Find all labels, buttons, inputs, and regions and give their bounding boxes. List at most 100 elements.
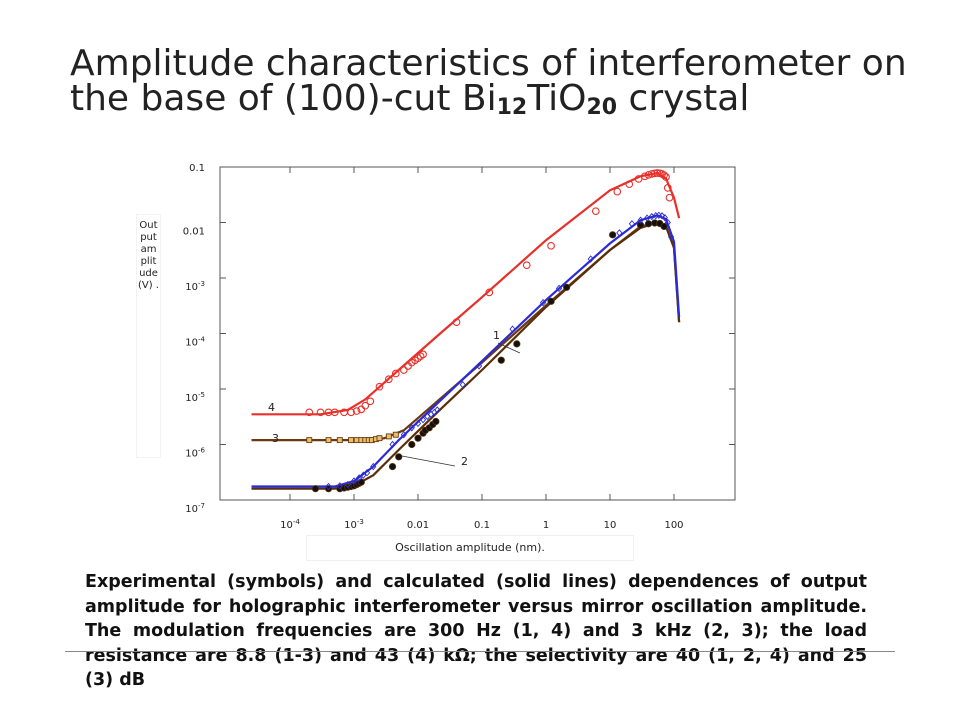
series-3-point <box>385 433 392 440</box>
series-3-point <box>336 437 343 444</box>
series-3-point <box>325 437 332 444</box>
series-4-point <box>361 401 370 410</box>
series-4-point <box>305 408 314 417</box>
series-1-point <box>355 474 363 482</box>
series-4-point <box>663 184 672 192</box>
series-2-point <box>513 340 521 348</box>
series-1-point <box>628 220 636 228</box>
series-2-point <box>497 356 505 364</box>
x-tick-label: 1 <box>543 520 549 531</box>
plot-area <box>251 169 681 493</box>
series-4-point <box>391 369 400 378</box>
series-1-line <box>251 214 681 488</box>
series-4-point <box>662 173 670 181</box>
series-3-point <box>376 435 383 442</box>
series-1-point <box>475 362 483 370</box>
series-4-point <box>384 375 393 384</box>
series-4-point <box>419 350 427 359</box>
series-4-point <box>647 170 656 178</box>
series-2-point <box>357 478 365 486</box>
x-tick-label: 0.1 <box>474 520 490 531</box>
series-4-point <box>625 180 634 189</box>
series-4-point <box>650 169 659 178</box>
series-1-point <box>509 325 516 333</box>
series-3-point <box>392 431 399 438</box>
series-4-point <box>399 366 408 374</box>
series-1-point <box>459 380 466 389</box>
series-1-point <box>344 480 351 489</box>
series-1-point <box>644 214 651 222</box>
series-4-point <box>452 318 461 327</box>
series-1-point <box>587 255 594 263</box>
series-1-point <box>363 469 371 477</box>
series-2-point <box>547 297 555 305</box>
series-2-point <box>432 417 440 426</box>
y-tick-label: 10-6 <box>185 447 205 460</box>
series-2-point <box>388 462 397 471</box>
series-1-point <box>555 284 563 293</box>
series-4-point <box>330 408 339 417</box>
series-4-point <box>522 261 531 270</box>
series-2-point <box>408 440 416 449</box>
series-1-point <box>389 440 396 449</box>
series-3-point <box>306 437 313 444</box>
series-3-line <box>251 221 681 442</box>
x-tick-label: 0.01 <box>407 520 429 531</box>
curve-label-3: 3 <box>272 432 279 445</box>
x-tick-label: 10-3 <box>344 518 364 531</box>
series-2-point <box>395 453 403 461</box>
y-axis-label-box: Out put am plit ude (V) . <box>136 214 161 458</box>
series-1-point <box>661 214 668 222</box>
series-4-point <box>352 407 361 415</box>
x-tick-label: 10 <box>604 520 617 531</box>
series-4-line <box>251 171 681 416</box>
series-4-point <box>640 172 649 181</box>
slide-divider-line <box>65 651 895 652</box>
series-1-point <box>400 431 407 439</box>
series-1-point <box>336 482 343 490</box>
series-1-point <box>370 462 377 471</box>
series-4-point <box>366 397 375 406</box>
series-2-point <box>311 485 320 493</box>
y-axis-label: Out put am plit ude (V) . <box>137 220 159 291</box>
series-1-point <box>434 406 441 414</box>
series-1-point <box>350 477 358 485</box>
title-text-3: crystal <box>617 78 750 119</box>
y-tick-label: 10-3 <box>185 280 205 293</box>
series-4-point <box>416 352 425 361</box>
series-4-point <box>665 193 674 202</box>
series-4-point <box>613 187 622 196</box>
x-axis-label-box: Oscillation amplitude (nm). <box>306 535 634 561</box>
series-2-point <box>636 221 645 229</box>
y-tick-label: 0.1 <box>189 163 205 174</box>
curve-label-2: 2 <box>461 455 468 468</box>
curve-label-1: 1 <box>493 329 500 342</box>
x-tick-label: 10-4 <box>280 518 300 531</box>
slide-title: Amplitude characteristics of interferome… <box>70 46 950 125</box>
series-4-point <box>375 382 384 391</box>
series-1-point <box>419 415 427 424</box>
series-2-point <box>644 220 653 228</box>
figure-caption: Experimental (symbols) and calculated (s… <box>85 572 867 690</box>
series-1-point <box>616 229 623 237</box>
series-4-point <box>547 241 555 250</box>
series-3-point <box>348 437 355 444</box>
series-1-point <box>667 233 675 241</box>
series-2-point <box>414 434 422 442</box>
y-tick-label: 10-4 <box>185 336 205 349</box>
title-text-2: TiO <box>527 78 587 119</box>
series-4-point <box>591 207 600 216</box>
series-4-point <box>316 408 325 417</box>
series-1-point <box>637 216 644 224</box>
x-tick-label: 100 <box>664 520 683 531</box>
title-subscript-20: 20 <box>586 95 618 120</box>
y-tick-label: 10-7 <box>185 502 205 515</box>
series-1-point <box>664 218 671 227</box>
series-1-point <box>658 212 666 220</box>
series-1-point <box>652 211 659 220</box>
series-2-point <box>563 283 571 291</box>
series-1-point <box>325 482 332 491</box>
curve-label-2-leader <box>401 455 456 467</box>
series-1-point <box>408 424 415 432</box>
